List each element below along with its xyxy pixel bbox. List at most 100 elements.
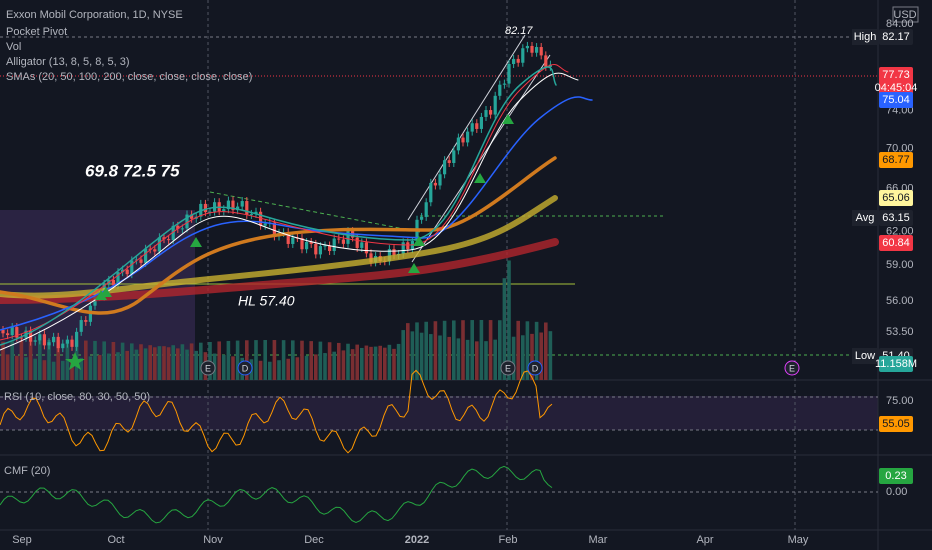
badge-value: 68.77 [882,154,910,166]
volume-bar [88,356,93,380]
currency[interactable]: USD [893,9,916,21]
volume-bar [107,353,111,380]
volume-bar [226,340,231,380]
candle [364,242,368,254]
volume-bar [268,361,272,380]
volume-bar [42,360,47,380]
volume-bar [235,340,240,380]
candle [167,239,171,241]
volume-bar [392,348,396,380]
time-axis: Sep Oct Nov Dec 2022 Feb Mar Apr May [12,534,809,546]
volume-bar [134,349,139,380]
time-tick-label: Nov [203,534,223,546]
volume-bar [277,360,281,380]
candle [171,225,175,240]
candle [153,249,157,252]
volume-bar [360,347,364,380]
candle [6,333,10,336]
volume-bar [162,346,166,380]
event-label[interactable]: E [789,363,795,373]
volume-bar [185,349,189,380]
candle [420,216,424,220]
volume-bar [378,345,382,380]
volume-bar [465,339,470,380]
event-icon[interactable] [784,360,800,376]
candle [438,174,442,186]
candle [433,182,437,186]
candle [47,342,51,346]
volume-bar [544,322,548,380]
volume-bar [525,321,530,380]
volume-bar [369,346,373,380]
volume-bar [327,342,332,380]
volume-bar [194,350,198,380]
event-label[interactable]: E [205,363,211,373]
event-icon[interactable] [500,360,516,376]
rsi-label: RSI (10, close, 80, 30, 50, 50) [4,391,150,403]
volume-bar [111,341,116,380]
candle [470,123,474,132]
volume-bar [258,360,263,380]
volume-bar [19,340,24,380]
event-label[interactable]: D [242,363,249,373]
volume-bar [176,348,180,380]
volume-bar [217,341,221,380]
volume-bar [84,340,88,380]
candle [323,245,327,247]
candle [355,237,359,248]
volume-bar [61,360,65,380]
price-tick-label: 62.00 [886,225,914,237]
indicator: Alligator (13, 8, 5, 8, 5, 3) [6,56,130,68]
volume-bar [79,357,83,380]
candle [346,231,350,244]
currency-box[interactable] [892,6,919,23]
candle [447,160,451,164]
candle [369,253,373,263]
candle [203,203,207,213]
time-tick-label: Dec [304,534,324,546]
price-tick-label: 53.50 [886,326,914,338]
badge-box [879,416,913,432]
badge-label: High [854,31,877,43]
candle [332,238,336,252]
candle [245,201,249,215]
candle [429,182,433,203]
candle [208,211,212,213]
volume-bar [157,346,162,380]
volume-bar [442,320,447,380]
candle [530,45,534,53]
volume-bar [263,340,267,380]
time-tick-label: Feb [499,534,518,546]
candle [19,337,23,339]
volume-bar [15,355,19,380]
candle [466,131,470,143]
volume-bar [189,343,194,380]
candle [544,55,548,67]
volume-bar [498,320,502,380]
volume-bar [346,343,350,380]
volume-bar [120,342,125,380]
badge-label-box [852,29,878,45]
volume-bar [401,330,405,380]
candle [484,110,488,117]
event-icon[interactable] [527,360,543,376]
event-icon[interactable] [200,360,216,376]
volume-bar [300,340,304,380]
candle [539,47,543,56]
indicator: Vol [6,41,21,53]
candle [236,206,240,211]
badge-label-box [852,210,878,226]
volume-bar [383,347,387,380]
volume-bar [493,339,497,380]
volume-bar [5,354,10,380]
event-label[interactable]: D [532,363,539,373]
candle [387,249,391,262]
event-label[interactable]: E [505,363,511,373]
badge-box [879,210,913,226]
event-icon[interactable] [237,360,253,376]
volume-bar [222,354,226,380]
candle [502,83,506,85]
volume-bar [387,344,392,380]
candle [10,327,14,336]
volume-bar [410,331,415,380]
